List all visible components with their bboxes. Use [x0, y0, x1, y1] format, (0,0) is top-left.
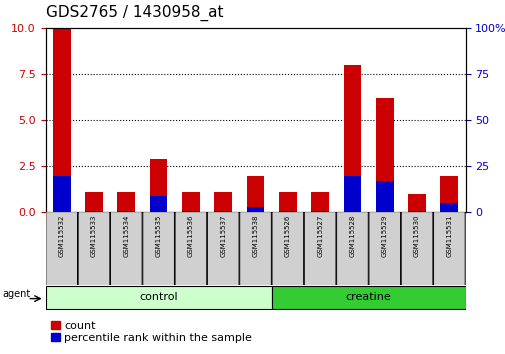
Bar	[85, 211, 103, 212]
Legend: count, percentile rank within the sample: count, percentile rank within the sample	[51, 321, 252, 343]
FancyBboxPatch shape	[175, 212, 207, 286]
FancyBboxPatch shape	[78, 212, 110, 286]
FancyBboxPatch shape	[336, 212, 368, 286]
Bar	[408, 194, 425, 212]
Bar	[53, 176, 70, 212]
Text: control: control	[139, 292, 178, 302]
FancyBboxPatch shape	[110, 212, 142, 286]
Bar	[278, 211, 296, 212]
FancyBboxPatch shape	[207, 212, 238, 286]
FancyBboxPatch shape	[45, 286, 271, 308]
Bar	[343, 176, 361, 212]
Bar	[375, 98, 393, 212]
FancyBboxPatch shape	[304, 212, 335, 286]
Bar	[311, 192, 328, 212]
Bar	[117, 192, 135, 212]
Bar	[408, 211, 425, 212]
Bar	[117, 211, 135, 212]
Text: GSM115533: GSM115533	[91, 215, 97, 257]
Bar	[182, 192, 199, 212]
Text: GSM115537: GSM115537	[220, 215, 226, 257]
FancyBboxPatch shape	[272, 212, 303, 286]
Text: GSM115527: GSM115527	[317, 215, 323, 257]
Text: GSM115532: GSM115532	[59, 215, 65, 257]
FancyBboxPatch shape	[400, 212, 432, 286]
Bar	[311, 211, 328, 212]
Bar	[85, 192, 103, 212]
Bar	[246, 207, 264, 212]
Bar	[375, 181, 393, 212]
Text: GSM115529: GSM115529	[381, 215, 387, 257]
Text: agent: agent	[2, 289, 30, 299]
Bar	[440, 203, 458, 212]
Text: GSM115534: GSM115534	[123, 215, 129, 257]
Bar	[214, 192, 232, 212]
Text: creatine: creatine	[345, 292, 391, 302]
FancyBboxPatch shape	[271, 286, 465, 308]
Text: GSM115531: GSM115531	[445, 215, 451, 257]
FancyBboxPatch shape	[142, 212, 174, 286]
Text: GSM115538: GSM115538	[252, 215, 258, 257]
Bar	[440, 176, 458, 212]
FancyBboxPatch shape	[239, 212, 271, 286]
Bar	[343, 65, 361, 212]
Bar	[53, 28, 70, 212]
Bar	[149, 196, 167, 212]
Bar	[214, 211, 232, 212]
Text: GDS2765 / 1430958_at: GDS2765 / 1430958_at	[45, 5, 223, 21]
Bar	[149, 159, 167, 212]
FancyBboxPatch shape	[368, 212, 400, 286]
Bar	[246, 176, 264, 212]
Bar	[182, 211, 199, 212]
Text: GSM115535: GSM115535	[156, 215, 161, 257]
FancyBboxPatch shape	[46, 212, 77, 286]
Text: GSM115530: GSM115530	[413, 215, 419, 257]
Text: GSM115528: GSM115528	[349, 215, 355, 257]
Bar	[278, 192, 296, 212]
FancyBboxPatch shape	[433, 212, 464, 286]
Text: GSM115526: GSM115526	[284, 215, 290, 257]
Text: GSM115536: GSM115536	[187, 215, 193, 257]
